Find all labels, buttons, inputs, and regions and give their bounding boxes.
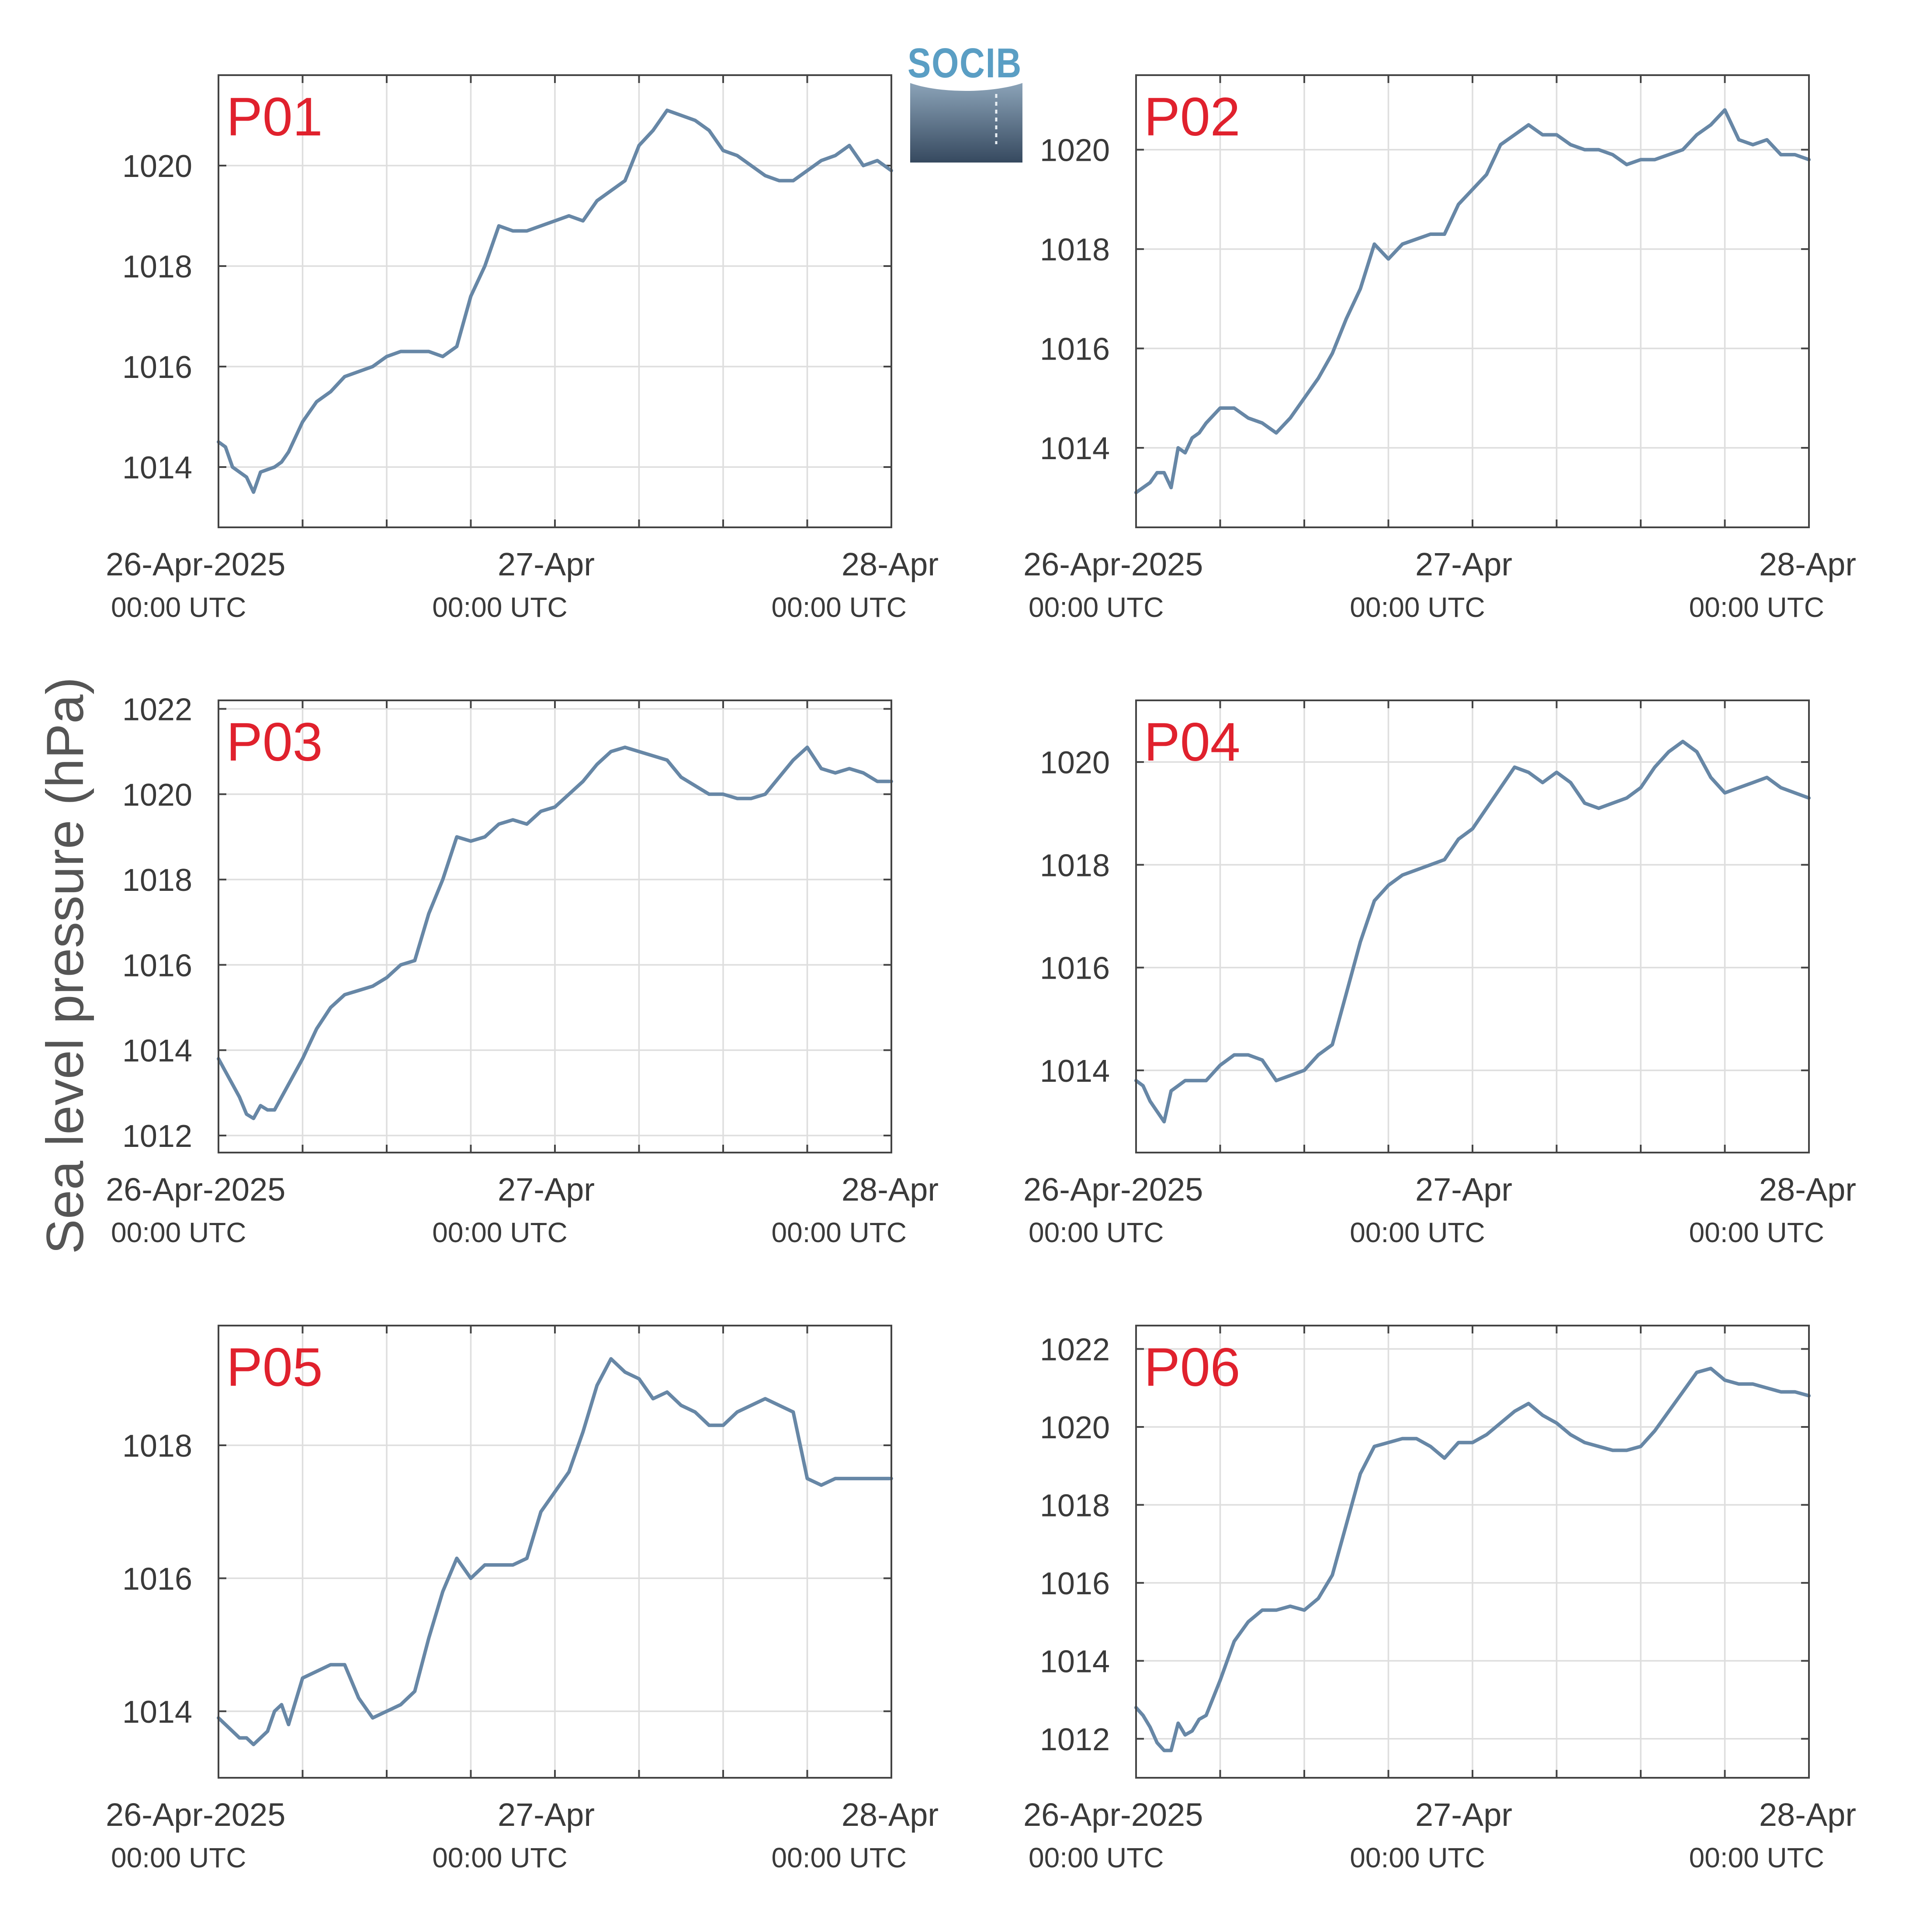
series-line <box>1134 1367 1811 1752</box>
y-tick-label: 1016 <box>122 1562 192 1596</box>
x-tick-date-label: 27-Apr <box>498 1797 595 1833</box>
x-tick-time-label: 00:00 UTC <box>772 1217 907 1248</box>
y-tick-label: 1022 <box>122 692 192 727</box>
series-line <box>217 745 893 1120</box>
x-tick-time-label: 00:00 UTC <box>1029 1842 1164 1873</box>
panel-p03: 1012 1014 1016 1018 1020 1022 P03 26-Apr-2025 00… <box>106 692 939 1248</box>
panel-p04: 1014 1016 1018 1020 P04 26-Apr-2025 00:00 UTC 2… <box>1023 699 1856 1248</box>
plot-frame <box>218 1325 892 1779</box>
series-line <box>1134 740 1811 1124</box>
y-tick-label: 1018 <box>122 249 192 284</box>
panel-title: P01 <box>226 87 323 147</box>
x-tick-date-label: 27-Apr <box>1415 1171 1512 1208</box>
x-tick-time-label: 00:00 UTC <box>432 592 567 623</box>
series-line <box>217 1357 893 1746</box>
series-line <box>1134 108 1811 495</box>
plot-frame <box>218 699 892 1153</box>
series-line <box>217 108 893 494</box>
x-tick-time-label: 00:00 UTC <box>1689 1842 1824 1873</box>
plot-frame <box>1135 74 1810 528</box>
x-tick-date-label: 28-Apr <box>1759 1797 1856 1833</box>
y-tick-label: 1012 <box>1040 1722 1110 1757</box>
x-tick-date-label: 26-Apr-2025 <box>106 1797 285 1833</box>
x-tick-time-label: 00:00 UTC <box>772 592 907 623</box>
x-tick-date-label: 28-Apr <box>842 546 939 582</box>
x-tick-date-label: 26-Apr-2025 <box>106 546 285 582</box>
plot-frame <box>1135 1325 1810 1779</box>
y-tick-label: 1014 <box>1040 1644 1110 1679</box>
x-tick-time-label: 00:00 UTC <box>1350 592 1485 623</box>
x-tick-date-label: 26-Apr-2025 <box>1023 1797 1203 1833</box>
x-tick-time-label: 00:00 UTC <box>432 1842 567 1873</box>
x-tick-time-label: 00:00 UTC <box>772 1842 907 1873</box>
x-tick-date-label: 27-Apr <box>1415 546 1512 582</box>
panel-title: P04 <box>1144 712 1240 772</box>
y-tick-label: 1018 <box>1040 848 1110 883</box>
x-tick-date-label: 26-Apr-2025 <box>1023 1171 1203 1208</box>
x-tick-time-label: 00:00 UTC <box>1689 592 1824 623</box>
x-tick-time-label: 00:00 UTC <box>1029 1217 1164 1248</box>
x-tick-date-label: 27-Apr <box>498 1171 595 1208</box>
x-tick-date-label: 28-Apr <box>1759 546 1856 582</box>
y-tick-label: 1014 <box>122 1695 192 1730</box>
y-tick-label: 1014 <box>122 1034 192 1069</box>
x-tick-time-label: 00:00 UTC <box>1350 1842 1485 1873</box>
x-tick-date-label: 26-Apr-2025 <box>1023 546 1203 582</box>
panel-p06: 1012 1014 1016 1018 1020 1022 P06 26-Apr-2025 00… <box>1023 1325 1856 1873</box>
y-tick-label: 1020 <box>1040 1410 1110 1445</box>
x-tick-date-label: 26-Apr-2025 <box>106 1171 285 1208</box>
panels: 1014 1016 1018 1020 P01 26-Apr-2025 00:00 UTC 2… <box>106 74 1856 1873</box>
y-tick-label: 1014 <box>122 450 192 485</box>
logo-text: SOCIB <box>908 40 1022 87</box>
plot-frame <box>218 74 892 528</box>
y-tick-label: 1016 <box>1040 332 1110 367</box>
panel-p02: 1014 1016 1018 1020 P02 26-Apr-2025 00:00 UTC 2… <box>1023 74 1856 623</box>
y-axis-title: Sea level pressure (hPa) <box>36 677 94 1254</box>
y-tick-label: 1020 <box>122 778 192 813</box>
panel-title: P03 <box>226 712 323 772</box>
y-tick-label: 1018 <box>122 863 192 898</box>
x-tick-date-label: 27-Apr <box>1415 1797 1512 1833</box>
x-tick-time-label: 00:00 UTC <box>1689 1217 1824 1248</box>
panel-p01: 1014 1016 1018 1020 P01 26-Apr-2025 00:00 UTC 2… <box>106 74 939 623</box>
y-tick-label: 1016 <box>1040 1566 1110 1601</box>
x-tick-time-label: 00:00 UTC <box>111 1842 246 1873</box>
x-tick-time-label: 00:00 UTC <box>1029 592 1164 623</box>
x-tick-time-label: 00:00 UTC <box>111 592 246 623</box>
y-tick-label: 1020 <box>1040 133 1110 168</box>
x-tick-time-label: 00:00 UTC <box>111 1217 246 1248</box>
y-tick-label: 1014 <box>1040 1054 1110 1089</box>
y-tick-label: 1014 <box>1040 431 1110 466</box>
x-tick-date-label: 28-Apr <box>842 1171 939 1208</box>
panel-title: P02 <box>1144 87 1240 147</box>
x-tick-date-label: 27-Apr <box>498 546 595 582</box>
y-tick-label: 1020 <box>1040 745 1110 780</box>
y-tick-label: 1016 <box>122 948 192 983</box>
logo-wave-shape <box>910 83 1022 163</box>
y-tick-label: 1018 <box>1040 232 1110 267</box>
socib-logo: SOCIB <box>908 40 1022 163</box>
plot-frame <box>1135 699 1810 1153</box>
panel-p05: 1014 1016 1018 P05 26-Apr-2025 00:00 UTC 27-Ap… <box>106 1325 939 1873</box>
y-tick-label: 1022 <box>1040 1333 1110 1368</box>
y-tick-label: 1016 <box>122 350 192 385</box>
x-tick-date-label: 28-Apr <box>1759 1171 1856 1208</box>
y-tick-label: 1016 <box>1040 951 1110 986</box>
panel-title: P05 <box>226 1337 323 1398</box>
panel-title: P06 <box>1144 1337 1240 1398</box>
x-tick-date-label: 28-Apr <box>842 1797 939 1833</box>
x-tick-time-label: 00:00 UTC <box>1350 1217 1485 1248</box>
y-tick-label: 1012 <box>122 1119 192 1154</box>
y-tick-label: 1018 <box>122 1429 192 1464</box>
x-tick-time-label: 00:00 UTC <box>432 1217 567 1248</box>
y-tick-label: 1018 <box>1040 1488 1110 1523</box>
y-tick-label: 1020 <box>122 149 192 184</box>
